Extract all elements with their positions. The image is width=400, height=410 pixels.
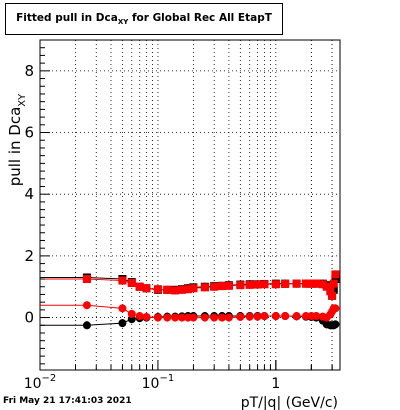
data-point — [329, 279, 338, 288]
data-point — [292, 312, 301, 321]
y-tick-label: 2 — [24, 247, 34, 265]
data-point — [82, 321, 91, 330]
data-points — [82, 270, 340, 330]
data-point — [331, 275, 340, 284]
y-tick-label: 4 — [24, 185, 34, 203]
data-point — [322, 282, 331, 291]
x-tick-label: 10−2 — [24, 373, 57, 392]
data-point — [171, 313, 180, 322]
data-point — [153, 313, 162, 322]
data-point — [236, 281, 245, 290]
data-point — [218, 313, 227, 322]
y-tick-label: 6 — [24, 124, 34, 142]
data-point — [331, 304, 340, 313]
data-point — [118, 304, 127, 313]
data-point — [153, 285, 162, 294]
tick-labels: 10−2 10−1 1 0 2 4 6 8 — [24, 62, 281, 392]
y-tick-label: 0 — [24, 309, 34, 327]
x-tick-label: 10−1 — [142, 373, 175, 392]
chart-title: Fitted pull in DcaXY for Global Rec All … — [16, 12, 272, 27]
data-point — [281, 279, 290, 288]
data-point — [163, 285, 172, 294]
data-point — [271, 312, 280, 321]
data-point — [177, 285, 186, 294]
data-point — [253, 280, 262, 289]
data-point — [118, 319, 127, 328]
data-point — [312, 279, 321, 288]
data-point — [245, 312, 254, 321]
data-point — [189, 284, 198, 293]
data-point — [331, 320, 340, 329]
data-point — [184, 285, 193, 294]
data-point — [328, 291, 337, 300]
data-point — [271, 280, 280, 289]
timestamp: Fri May 21 17:41:03 2021 — [3, 396, 132, 406]
data-point — [281, 312, 290, 321]
x-tick-label: 1 — [271, 376, 280, 392]
data-point — [218, 282, 227, 291]
data-point — [224, 313, 233, 322]
chart-title-box: Fitted pull in DcaXY for Global Rec All … — [5, 3, 283, 35]
data-point — [171, 286, 180, 295]
data-point — [163, 313, 172, 322]
data-point — [307, 279, 316, 288]
data-point — [200, 283, 209, 292]
data-point — [82, 275, 91, 284]
axis-ticks — [39, 47, 333, 370]
data-point — [331, 270, 340, 279]
x-axis-label: pT/|q| (GeV/c) — [241, 395, 338, 410]
data-point — [236, 312, 245, 321]
data-point — [210, 313, 219, 322]
data-point — [224, 281, 233, 290]
data-point — [253, 312, 262, 321]
data-point — [200, 313, 209, 322]
data-point — [142, 284, 151, 293]
data-point — [301, 279, 310, 288]
plot-frame — [39, 39, 341, 371]
data-point — [292, 279, 301, 288]
data-point — [177, 313, 186, 322]
data-point — [135, 312, 144, 321]
data-point — [127, 309, 136, 318]
data-point — [326, 287, 335, 296]
data-point — [118, 276, 127, 285]
data-point — [135, 282, 144, 291]
data-point — [82, 301, 91, 310]
data-point — [142, 312, 151, 321]
data-point — [189, 313, 198, 322]
y-tick-label: 8 — [24, 62, 34, 80]
data-point — [260, 312, 269, 321]
data-point — [312, 312, 321, 321]
data-point — [260, 280, 269, 289]
data-point — [245, 280, 254, 289]
y-axis-label: pull in DcaXY — [6, 93, 28, 186]
data-point — [210, 282, 219, 291]
data-point — [127, 279, 136, 288]
